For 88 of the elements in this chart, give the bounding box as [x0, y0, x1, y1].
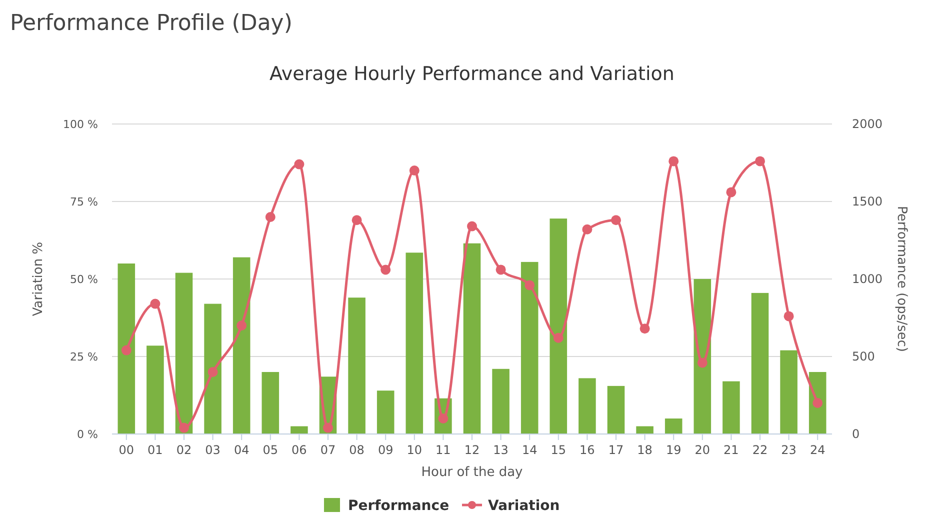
- bar: [204, 304, 222, 434]
- x-tick-label: 14: [522, 443, 538, 457]
- point: [236, 320, 247, 330]
- point: [755, 156, 765, 166]
- point: [582, 224, 592, 234]
- x-tick-label: 02: [176, 443, 192, 457]
- bar: [232, 257, 250, 434]
- point: [150, 298, 160, 309]
- y-tick-label: 100 %: [63, 118, 98, 131]
- x-tick-label: 16: [580, 443, 595, 457]
- point: [496, 264, 506, 275]
- x-tick-label: 03: [205, 443, 220, 457]
- chart-title: Performance Profile (Day): [10, 11, 292, 36]
- point: [380, 264, 391, 275]
- x-tick-label: 05: [262, 443, 278, 457]
- y-tick-label: 25 %: [70, 350, 98, 364]
- legend-label: Variation: [488, 498, 560, 514]
- x-tick-label: 18: [637, 443, 652, 457]
- y2-tick-label: 0: [852, 427, 860, 441]
- x-tick-label: 11: [436, 443, 451, 457]
- point: [121, 345, 132, 356]
- x-tick-label: 20: [694, 443, 710, 457]
- bar: [146, 346, 164, 434]
- point: [697, 358, 708, 368]
- x-tick-label: 06: [292, 443, 307, 457]
- x-tick-label: 10: [406, 443, 422, 457]
- y2-tick-label: 1500: [852, 194, 883, 208]
- point: [208, 367, 218, 377]
- bar: [406, 252, 424, 434]
- bar: [376, 390, 394, 434]
- x-tick-label: 17: [608, 443, 624, 457]
- bar: [751, 292, 769, 434]
- bar: [290, 426, 308, 434]
- point: [323, 422, 333, 433]
- y-tick-label: 0 %: [77, 428, 98, 441]
- point: [726, 187, 736, 198]
- point: [265, 212, 276, 222]
- x-tick-label: 19: [666, 443, 682, 457]
- legend-label: Performance: [348, 498, 450, 514]
- y2-tick-label: 2000: [852, 117, 883, 131]
- chart-subtitle: Average Hourly Performance and Variation: [270, 63, 674, 85]
- bar: [780, 350, 798, 434]
- point: [524, 280, 535, 290]
- x-tick-label: 00: [118, 443, 134, 457]
- bar: [722, 381, 740, 434]
- x-tick-label: 21: [724, 443, 739, 457]
- x-tick-label: 12: [464, 443, 480, 457]
- bar: [636, 426, 654, 434]
- y-tick-label: 50 %: [70, 273, 98, 286]
- x-tick-label: 22: [752, 443, 768, 457]
- bar: [118, 264, 136, 434]
- point: [668, 156, 679, 166]
- x-axis-title: Hour of the day: [421, 465, 524, 480]
- point: [784, 311, 794, 322]
- point: [640, 324, 650, 334]
- x-tick-label: 15: [550, 443, 566, 457]
- bar: [348, 298, 366, 434]
- x-tick-label: 09: [378, 443, 394, 457]
- bar: [262, 372, 280, 434]
- y-axis-title: Variation %: [31, 242, 46, 316]
- y2-tick-label: 500: [852, 350, 875, 364]
- point: [294, 159, 304, 170]
- bar: [520, 262, 538, 434]
- point: [352, 215, 362, 226]
- x-tick-label: 08: [349, 443, 364, 457]
- x-tick-label: 24: [810, 443, 826, 457]
- bar: [550, 218, 568, 434]
- bar: [607, 386, 625, 434]
- point: [179, 422, 189, 433]
- x-tick-label: 13: [493, 443, 508, 457]
- point: [611, 215, 621, 226]
- bar: [578, 378, 596, 434]
- y2-tick-label: 1000: [852, 272, 883, 286]
- point: [553, 332, 564, 343]
- bar: [175, 272, 193, 434]
- bar: [463, 243, 481, 434]
- y2-axis-title: Performance (ops/sec): [894, 206, 909, 352]
- x-tick-label: 07: [320, 443, 336, 457]
- x-tick-label: 23: [781, 443, 796, 457]
- point: [812, 398, 823, 408]
- bar: [664, 418, 682, 434]
- x-tick-label: 04: [234, 443, 250, 457]
- bar: [492, 368, 510, 434]
- point: [467, 221, 477, 232]
- y-tick-label: 75 %: [70, 196, 98, 208]
- x-tick-label: 01: [148, 443, 163, 457]
- bar: [694, 279, 712, 434]
- point: [409, 166, 420, 176]
